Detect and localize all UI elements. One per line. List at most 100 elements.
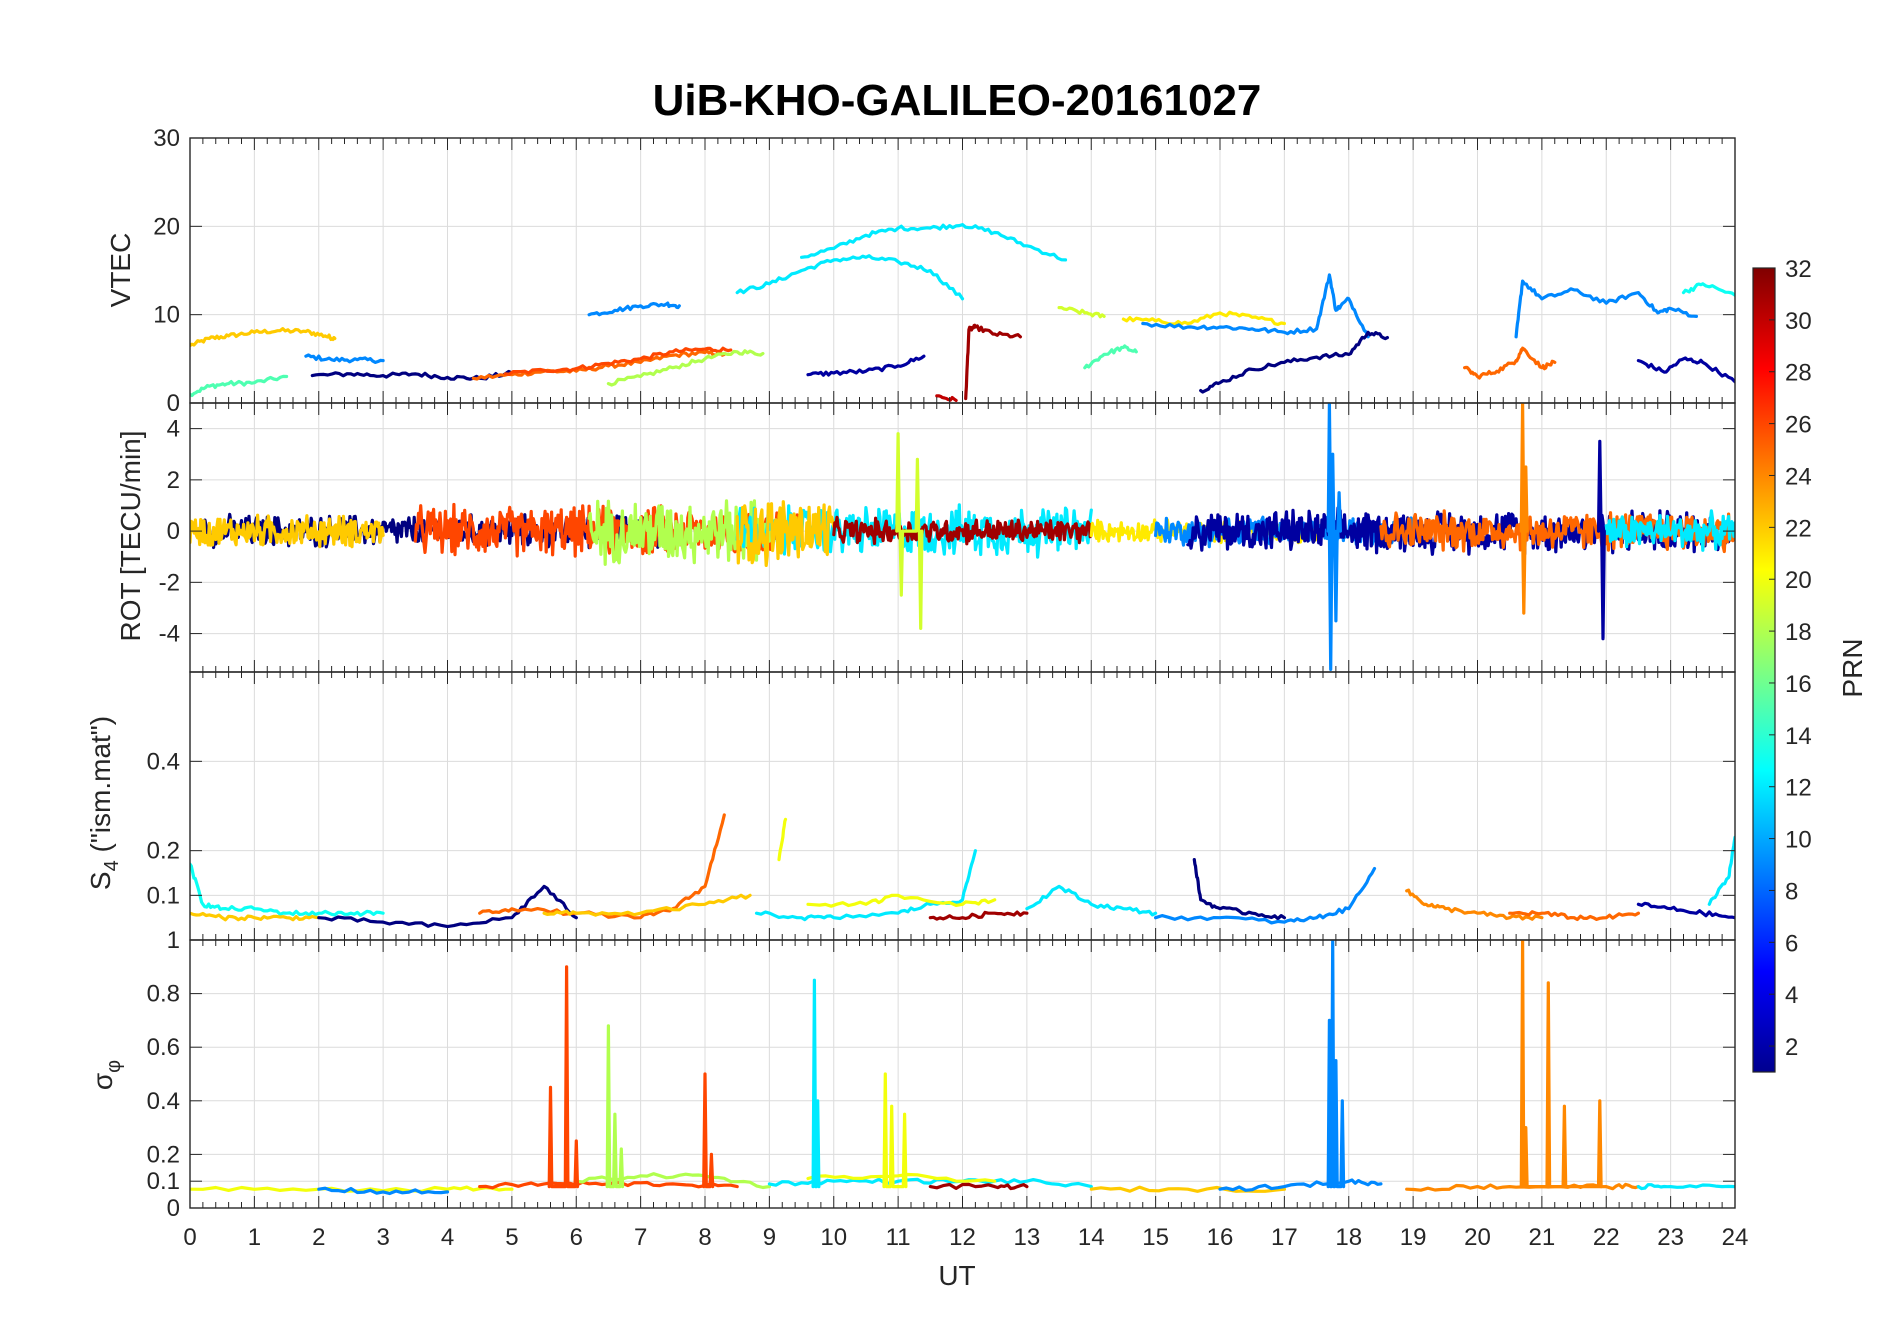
s4-panel: 0.1 0.2 0.4 [147, 671, 1736, 941]
series-prn-9 [317, 1186, 450, 1196]
y-tick-label: 0.4 [147, 748, 180, 775]
x-tick-label: 24 [1722, 1224, 1749, 1251]
series-prn-12 [767, 1177, 1093, 1189]
x-tick-label: 18 [1335, 1224, 1362, 1251]
colorbar-label: PRN [1837, 638, 1868, 697]
x-tick-label: 10 [820, 1224, 847, 1251]
colorbar-tick-label: 32 [1785, 256, 1812, 283]
series-prn-1 [317, 884, 578, 929]
y-tick-label: 20 [153, 213, 180, 240]
series-prn-31 [964, 323, 1022, 401]
x-tick-label: 0 [183, 1224, 196, 1251]
series-prn-31 [928, 1182, 1029, 1191]
y-tick-label: 0 [167, 518, 180, 545]
series-prn-22 [542, 893, 752, 917]
series-prn-22 [190, 327, 337, 348]
x-tick-label: 14 [1078, 1224, 1105, 1251]
y-tick-label: 0.2 [147, 838, 180, 865]
spike-prn-12 [811, 978, 821, 1189]
series-group [190, 223, 1735, 402]
y-tick-label: 0.2 [147, 1141, 180, 1168]
x-tick-label: 1 [248, 1224, 261, 1251]
spike-prn-24 [1519, 940, 1603, 1189]
colorbar-tick-label: 22 [1785, 515, 1812, 542]
series-prn-25 [478, 813, 726, 920]
sigma-axis-label: σφ [87, 1060, 125, 1090]
series-prn-18 [606, 349, 765, 387]
series-prn-20 [806, 893, 997, 908]
y-tick-label: 0 [167, 390, 180, 417]
series-prn-13 [190, 862, 385, 917]
colorbar-tick-label: 10 [1785, 827, 1812, 854]
series-group [190, 403, 1735, 671]
series-prn-2 [1186, 506, 1735, 556]
y-tick-label: 0.1 [147, 882, 180, 909]
x-tick-label: 19 [1400, 1224, 1427, 1251]
series-prn-9 [1218, 1178, 1383, 1192]
y-tick-label: 1 [167, 927, 180, 954]
x-tick-label: 13 [1014, 1224, 1041, 1251]
rot-panel: 4 2 0 -2 -4 [159, 402, 1736, 673]
y-tick-label: -2 [159, 569, 180, 596]
series-prn-15 [190, 374, 289, 398]
sigma-label-sub: φ [103, 1060, 125, 1073]
series-prn-15 [1083, 344, 1138, 370]
rot-axis-label: ROT [TECU/min] [115, 430, 146, 641]
colorbar-tick-label: 24 [1785, 463, 1812, 490]
y-tick-label: 0.6 [147, 1034, 180, 1061]
x-axis-label: UT [938, 1260, 975, 1291]
x-tick-label: 21 [1529, 1224, 1556, 1251]
spike-prn-19 [895, 432, 924, 630]
colorbar-tick-label: 14 [1785, 723, 1812, 750]
series-prn-12 [1025, 884, 1158, 917]
colorbar-tick-label: 4 [1785, 982, 1798, 1009]
series-prn-22 [190, 911, 321, 922]
x-tick-label: 20 [1464, 1224, 1491, 1251]
colorbar-tick-label: 2 [1785, 1034, 1798, 1061]
spike-prn-20 [882, 1072, 908, 1189]
colorbar-tick-label: 26 [1785, 412, 1812, 439]
s4-label-main: S [85, 871, 116, 890]
chart-title: UiB-KHO-GALILEO-20161027 [653, 76, 1262, 125]
y-tick-label: 2 [167, 467, 180, 494]
series-prn-9 [587, 301, 681, 317]
series-prn-1 [1192, 858, 1286, 921]
vtec-panel: 0 10 20 30 [153, 125, 1736, 417]
series-prn-25 [1508, 910, 1640, 922]
series-prn-9 [1154, 866, 1377, 925]
series-prn-25 [1463, 346, 1557, 380]
colorbar-tick-label: 28 [1785, 360, 1812, 387]
series-prn-2 [806, 354, 926, 377]
series-prn-12 [1604, 509, 1735, 552]
x-axis-ticks: 0 1 2 3 4 5 6 7 8 9 10 11 12 13 14 15 16 17 18 19 20 21 22 23 24 [183, 1224, 1748, 1251]
series-prn-13 [1681, 282, 1735, 297]
s4-label-sub: 4 [101, 860, 123, 871]
series-group [190, 813, 1735, 929]
x-tick-label: 12 [949, 1224, 976, 1251]
spike-prn-18 [605, 1024, 625, 1189]
colorbar-tick-label: 18 [1785, 619, 1812, 646]
series-prn-2 [1636, 901, 1735, 920]
series-prn-26 [503, 346, 733, 376]
x-tick-label: 9 [763, 1224, 776, 1251]
series-prn-22 [735, 500, 836, 567]
colorbar-tick-label: 16 [1785, 671, 1812, 698]
series-prn-22 [190, 513, 385, 549]
y-tick-label: 0.8 [147, 981, 180, 1008]
y-tick-label: -4 [159, 621, 180, 648]
series-prn-12 [1707, 835, 1735, 906]
x-tick-label: 23 [1657, 1224, 1684, 1251]
y-tick-label: 30 [153, 125, 180, 152]
x-tick-label: 3 [376, 1224, 389, 1251]
spike-prn-9 [1326, 403, 1342, 671]
sigma-label-main: σ [87, 1073, 118, 1090]
series-prn-12 [754, 849, 977, 922]
series-prn-9 [1141, 273, 1370, 339]
series-prn-12 [800, 223, 1068, 262]
x-tick-label: 17 [1271, 1224, 1298, 1251]
x-tick-label: 22 [1593, 1224, 1620, 1251]
x-tick-label: 15 [1142, 1224, 1169, 1251]
x-tick-label: 5 [505, 1224, 518, 1251]
colorbar-tick-label: 20 [1785, 567, 1812, 594]
